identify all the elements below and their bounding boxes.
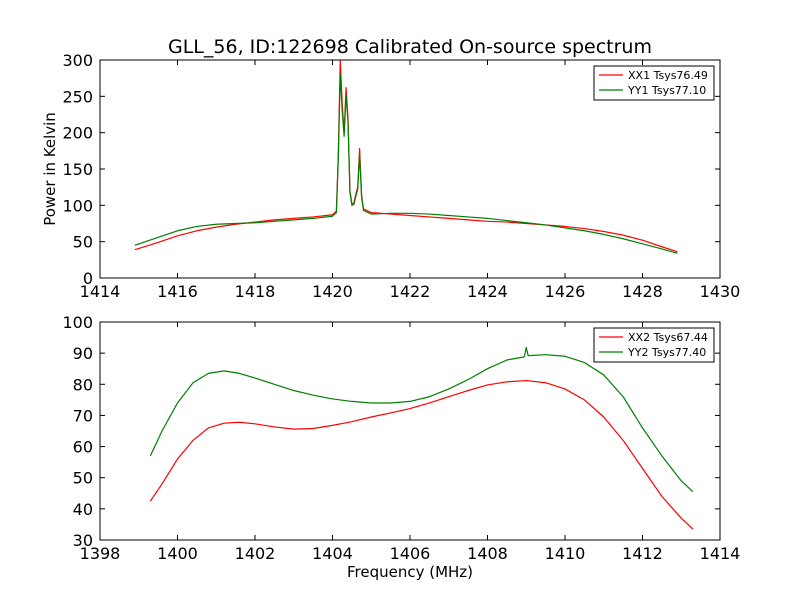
series-line-2	[149, 346, 694, 493]
x-tick-label: 1404	[312, 544, 353, 563]
bottom-panel: 1398 1400 1402 1404 1406 1408 1410 1412 1414 30 40…	[62, 313, 740, 581]
x-tick-label: 1420	[312, 282, 353, 301]
x-tick-label: 1402	[235, 544, 276, 563]
y-tick-label: 60	[73, 438, 93, 457]
y-tick-label: 90	[73, 344, 93, 363]
y-axis-label: Power in Kelvin	[41, 112, 59, 226]
x-tick-label: 1426	[545, 282, 586, 301]
legend-label-2: YY2 Tsys77.40	[627, 346, 706, 359]
legend-label-2: YY1 Tsys77.10	[627, 84, 706, 97]
y-tick-label: 50	[73, 469, 93, 488]
legend-box	[593, 327, 715, 363]
series-line-1	[149, 379, 694, 530]
x-tick-label: 1418	[235, 282, 276, 301]
x-tick-label: 1400	[157, 544, 198, 563]
x-tick-label: 1430	[700, 282, 741, 301]
x-tick-label: 1414	[700, 544, 741, 563]
y-tick-label: 100	[62, 313, 93, 332]
top-panel: 1414 1416 1418 1420 1422 1424 1426 1428 1430 0 50 1…	[41, 51, 740, 301]
y-tick-label: 300	[62, 51, 93, 70]
chart-title: GLL_56, ID:122698 Calibrated On-source s…	[168, 36, 652, 58]
x-tick-label: 1406	[390, 544, 431, 563]
x-tick-label: 1422	[390, 282, 431, 301]
y-tick-label: 250	[62, 87, 93, 106]
y-tick-label: 150	[62, 160, 93, 179]
legend: XX2 Tsys67.44 YY2 Tsys77.40	[593, 327, 715, 363]
x-tick-label: 1408	[467, 544, 508, 563]
y-tick-label: 0	[83, 269, 93, 288]
x-axis-label: Frequency (MHz)	[347, 563, 473, 581]
series-line-2	[134, 73, 678, 254]
legend: XX1 Tsys76.49 YY1 Tsys77.10	[593, 65, 715, 101]
x-tick-label: 1416	[157, 282, 198, 301]
y-tick-label: 40	[73, 500, 93, 519]
x-tick-label: 1410	[545, 544, 586, 563]
x-tick-label: 1398	[80, 544, 121, 563]
x-tick-label: 1428	[622, 282, 663, 301]
x-tick-label: 1414	[80, 282, 121, 301]
y-tick-label: 200	[62, 124, 93, 143]
y-tick-label: 80	[73, 375, 93, 394]
y-tick-label: 30	[73, 531, 93, 550]
x-tick-label: 1424	[467, 282, 508, 301]
y-tick-label: 100	[62, 196, 93, 215]
x-tick-label: 1412	[622, 544, 663, 563]
y-tick-label: 70	[73, 406, 93, 425]
legend-label-1: XX2 Tsys67.44	[628, 331, 708, 344]
legend-label-1: XX1 Tsys76.49	[628, 69, 708, 82]
legend-box	[593, 65, 715, 101]
y-tick-label: 50	[73, 233, 93, 252]
